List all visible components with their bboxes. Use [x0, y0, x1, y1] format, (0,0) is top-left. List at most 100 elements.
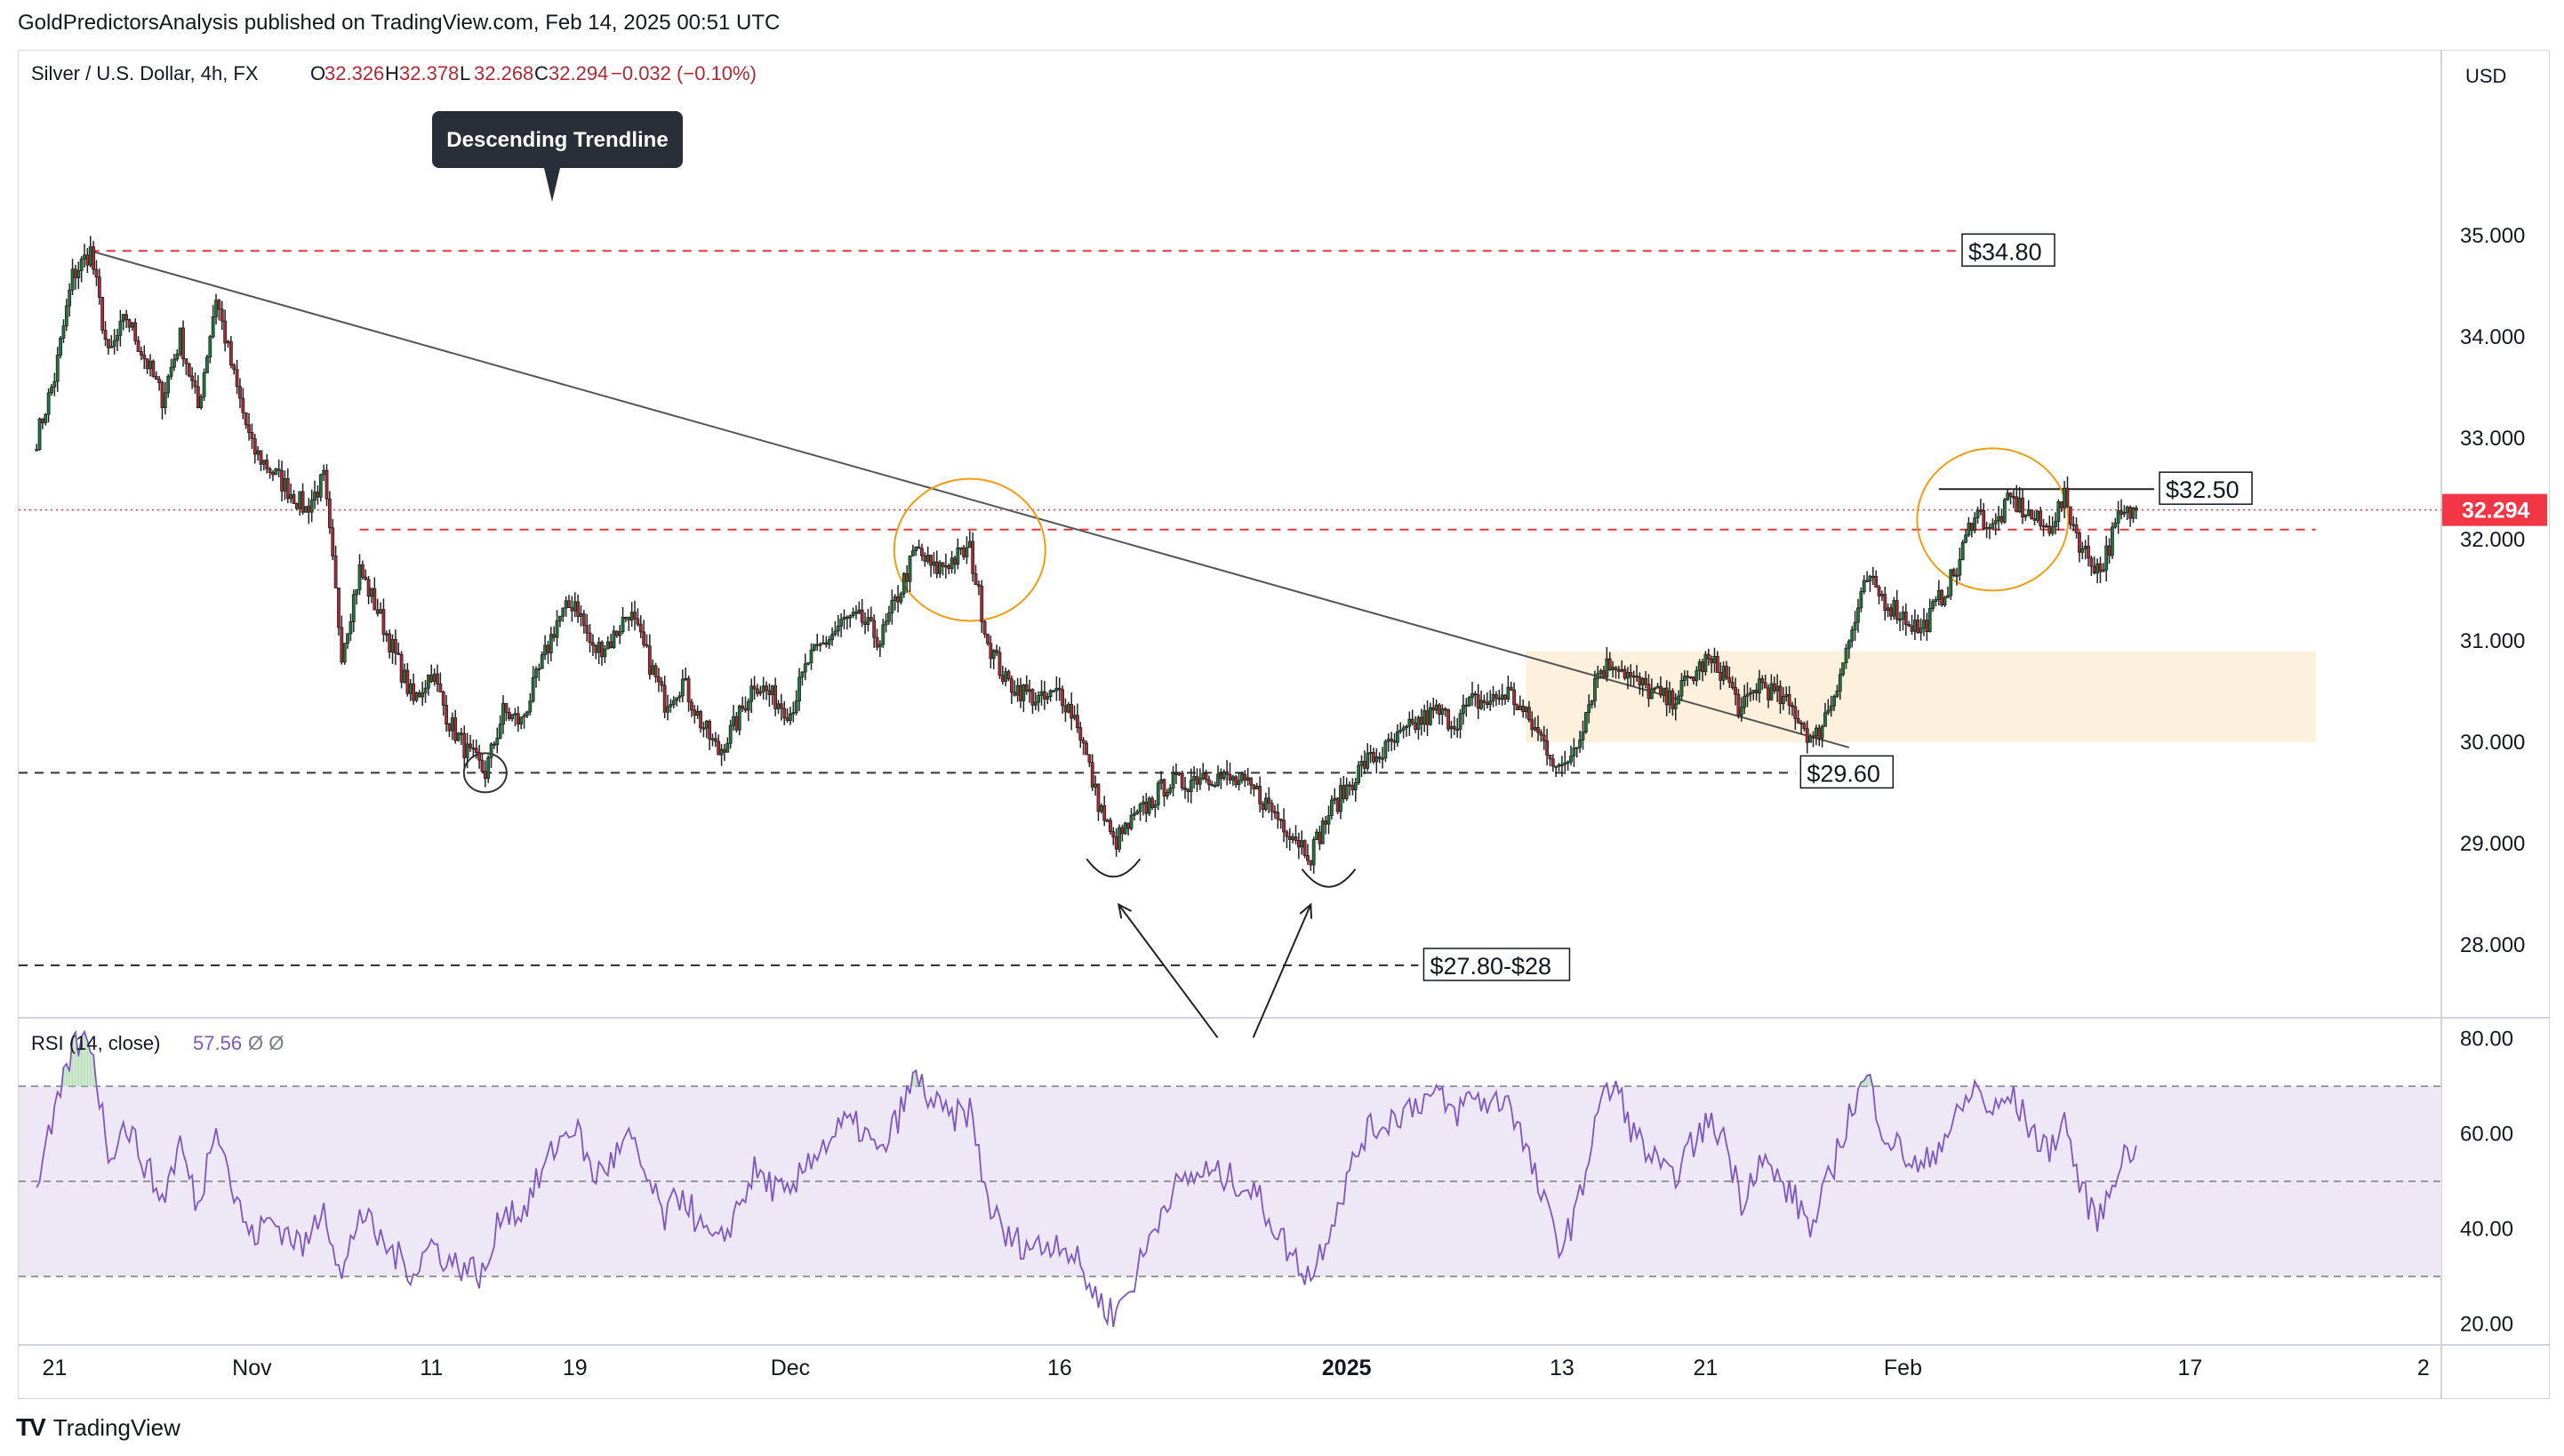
candle-body: [1832, 696, 1836, 707]
candle-body: [2008, 492, 2013, 498]
candle-body: [854, 612, 858, 614]
candle-body: [1004, 671, 1008, 682]
candle-body: [432, 673, 437, 683]
candle-body: [331, 527, 335, 556]
candle-body: [1087, 754, 1092, 764]
tradingview-footer[interactable]: TV TradingView: [16, 1410, 180, 1445]
candle-body: [379, 609, 382, 614]
rsi-label: RSI (14, close): [31, 1032, 161, 1054]
candle-body: [1052, 690, 1055, 692]
candle-body: [2074, 524, 2079, 533]
time-tick-label: 21: [1694, 1356, 1719, 1380]
candle-body: [647, 645, 652, 676]
candle-body: [1772, 683, 1776, 692]
candle-body: [172, 358, 176, 368]
candle-body: [184, 358, 188, 364]
candle-body: [851, 612, 855, 617]
level-label-box-2: [1799, 755, 1895, 789]
tradingview-brand: TradingView: [52, 1413, 180, 1441]
candle-body: [773, 685, 778, 709]
ohlc-o-label: O: [310, 62, 325, 84]
candle-body: [2012, 496, 2015, 499]
candle-body: [1335, 797, 1340, 812]
candle-body: [1578, 740, 1582, 748]
candle-body: [1153, 804, 1158, 808]
candle-body: [1640, 677, 1645, 686]
candle-body: [704, 721, 709, 729]
candle-body: [318, 474, 323, 498]
candle-body: [169, 366, 173, 377]
candle-body: [941, 562, 945, 567]
candle-body: [510, 714, 514, 719]
candle-body: [1057, 687, 1062, 691]
candle-body: [285, 477, 290, 500]
candle-body: [779, 703, 783, 709]
candle-body: [594, 644, 598, 653]
candle-body: [346, 633, 349, 644]
candle-body: [1721, 666, 1726, 681]
candle-body: [1542, 734, 1546, 741]
candle-body: [1668, 690, 1671, 706]
candle-body: [1536, 727, 1540, 733]
candle-body: [85, 254, 90, 266]
candle-body: [1366, 752, 1370, 769]
price-chart[interactable]: Silver / U.S. Dollar, 4h, FX O32.326 H 32.…: [19, 51, 2549, 1398]
candle-body: [839, 619, 844, 627]
candle-body: [558, 615, 562, 621]
candle-body: [64, 305, 68, 327]
candle-body: [803, 663, 807, 673]
candle-body: [421, 692, 425, 698]
candle-body: [2122, 512, 2127, 515]
candle-body: [1497, 697, 1502, 700]
candle-body: [693, 709, 697, 716]
candle-body: [866, 617, 870, 625]
candle-body: [949, 557, 954, 570]
candle-body: [1168, 788, 1173, 793]
level-label-2: $29.60: [1807, 760, 1880, 787]
candle-body: [645, 644, 649, 647]
candle-body: [1616, 669, 1621, 672]
candle-body: [1745, 693, 1750, 697]
candle-body: [603, 648, 607, 658]
candle-body: [351, 594, 356, 622]
candle-body: [1429, 707, 1432, 725]
candle-body: [289, 493, 293, 500]
candle-body: [1850, 629, 1855, 642]
candle-body: [300, 491, 305, 513]
candle-body: [94, 268, 99, 278]
candle-body: [612, 630, 616, 649]
candle-body: [1602, 670, 1606, 678]
candle-body: [1037, 694, 1041, 703]
candle-body: [621, 616, 625, 633]
candle-body: [59, 338, 62, 356]
candle-body: [1712, 655, 1717, 664]
candle-body: [44, 413, 48, 424]
candle-body: [2015, 496, 2019, 513]
currency-label[interactable]: USD: [2465, 65, 2506, 87]
candle-body: [2087, 546, 2090, 559]
candle-body: [1189, 780, 1193, 793]
candle-body: [1344, 784, 1349, 800]
candle-body: [797, 676, 801, 702]
candle-body: [1859, 591, 1863, 609]
candle-body: [629, 612, 634, 621]
candle-body: [109, 346, 114, 348]
candle-body: [695, 711, 700, 716]
candle-body: [1135, 811, 1140, 814]
candle-body: [699, 711, 702, 729]
candle-body: [1662, 687, 1666, 696]
candle-body: [1294, 836, 1298, 841]
candle-body: [127, 319, 132, 328]
candle-body: [355, 588, 359, 596]
candle-body: [1697, 661, 1702, 671]
candle-body: [938, 562, 942, 574]
candle-body: [669, 704, 673, 708]
candle-body: [1105, 820, 1110, 822]
candle-body: [660, 681, 664, 686]
candle-body: [1422, 710, 1427, 725]
candle-body: [1240, 773, 1244, 781]
candle-body: [145, 358, 149, 370]
candle-body: [1326, 815, 1331, 825]
ohlc-o-value: 32.326: [325, 62, 384, 84]
candle-body: [1142, 801, 1145, 805]
